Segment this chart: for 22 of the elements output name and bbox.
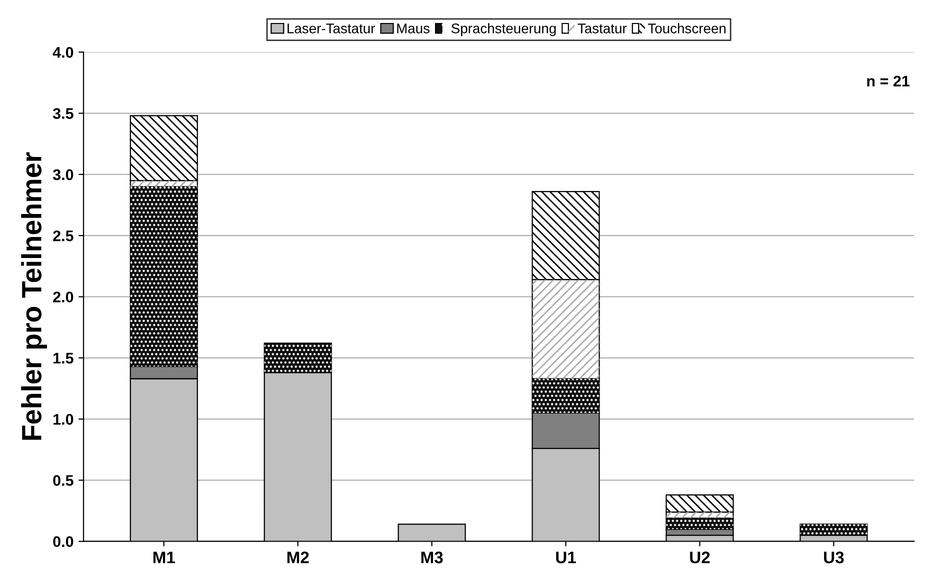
y-tick-label: 1.5 (54, 352, 74, 364)
x-tick-label: U3 (824, 552, 844, 564)
x-tick-label: U1 (556, 552, 576, 564)
y-tick-label: 0.0 (53, 536, 74, 548)
legend-label: Touchscreen (648, 23, 726, 34)
y-tick-label: 3.5 (52, 108, 74, 119)
x-tick-label: M1 (153, 552, 176, 564)
y-tick-label: 2.0 (53, 292, 74, 302)
y-tick-label: 4.0 (52, 46, 74, 58)
legend-label: Sprachsteuerung (451, 23, 556, 36)
annotation: n = 21 (867, 76, 910, 86)
y-tick-label: 1.0 (54, 414, 74, 425)
y-axis-title: Fehler pro Teilnehmer (21, 152, 48, 440)
y-tick-label: 3.0 (52, 169, 74, 180)
legend-label: Maus (397, 24, 430, 34)
legend-label: Laser-Tastatur (288, 24, 375, 34)
x-tick-label: M3 (421, 552, 443, 564)
x-tick-label: M2 (287, 552, 309, 564)
legend-label: Tastatur (578, 24, 627, 34)
x-tick-label: U2 (690, 552, 710, 564)
y-tick-label: 0.5 (53, 475, 74, 486)
y-tick-label: 2.5 (53, 230, 74, 242)
